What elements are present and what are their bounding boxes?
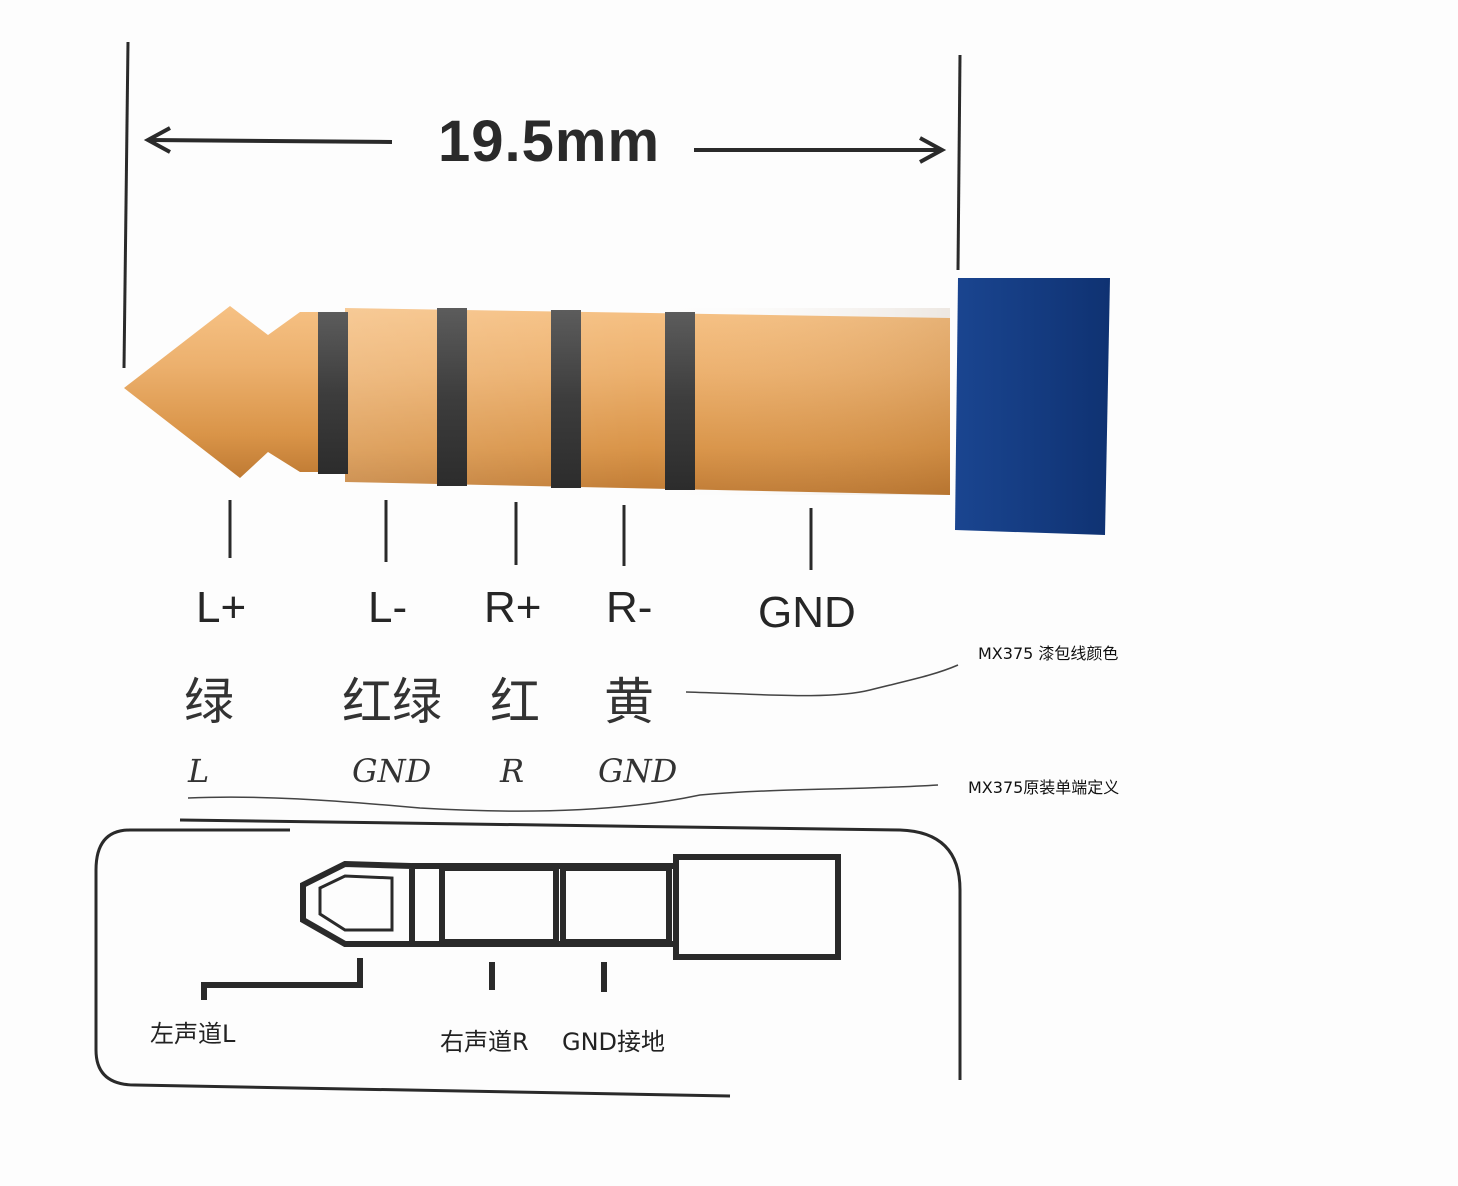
- pin-label-rminus: R-: [606, 583, 653, 632]
- wire-color-rminus: 黄: [604, 673, 654, 731]
- note-wire-color: MX375 漆包线颜色: [978, 644, 1119, 663]
- wire-color-rplus: 红: [490, 673, 540, 731]
- insulator-ring-2: [437, 308, 467, 486]
- insulator-ring-4: [665, 312, 695, 490]
- plug-handle: [955, 278, 1110, 535]
- dimension-label: 19.5mm: [438, 109, 661, 174]
- def-rminus: GND: [598, 752, 678, 790]
- pin-label-gnd: GND: [758, 588, 856, 637]
- label-right-channel: 右声道R: [440, 1028, 529, 1056]
- label-left-channel: 左声道L: [150, 1020, 236, 1048]
- note-original-def: MX375原装单端定义: [968, 778, 1120, 797]
- insulator-ring-3: [551, 310, 581, 488]
- pin-label-rplus: R+: [484, 583, 542, 632]
- def-rplus: R: [500, 752, 525, 790]
- pin-ticks: [228, 500, 813, 570]
- wire-color-lminus: 红绿: [342, 673, 442, 731]
- pin-label-lminus: L-: [368, 583, 408, 632]
- small-plug-schematic: [94, 818, 962, 1098]
- def-lminus: GND: [352, 752, 432, 790]
- plug-body: [124, 278, 1110, 535]
- label-ground: GND接地: [562, 1028, 666, 1056]
- wire-color-lplus: 绿: [184, 673, 234, 731]
- callout-lines: [187, 664, 959, 812]
- def-lplus: L: [188, 752, 210, 790]
- dimension-marker: [122, 41, 962, 369]
- insulator-ring-1: [318, 312, 348, 474]
- pin-label-lplus: L+: [196, 583, 247, 632]
